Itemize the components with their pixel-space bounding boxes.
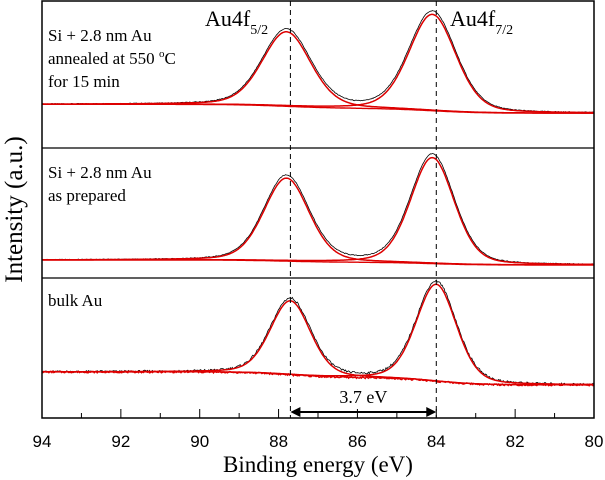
panel-label-line: bulk Au xyxy=(48,291,103,310)
arrow-head-left xyxy=(290,407,301,417)
peak-label-subscript: 5/2 xyxy=(250,23,268,38)
panel-1: Si + 2.8 nm Au annealed at 550 oC for 15 m… xyxy=(41,10,595,114)
peak-label: Au4f7/2 xyxy=(450,6,513,38)
panel-label-line: as prepared xyxy=(48,186,126,205)
fit-component-2-2 xyxy=(42,156,594,266)
degree-superscript: o xyxy=(159,48,165,60)
background-line-3 xyxy=(42,370,595,387)
fit-component-1-2 xyxy=(42,13,594,114)
y-axis-title: Intensity (a.u.) xyxy=(1,136,28,282)
peak-label: Au4f5/2 xyxy=(205,6,268,38)
unit: C xyxy=(164,49,175,68)
x-tick-label: 86 xyxy=(348,432,367,451)
x-tick-label: 90 xyxy=(190,432,209,451)
experimental-spectrum-3 xyxy=(41,279,595,386)
panel-2: Si + 2.8 nm Au as prepared xyxy=(41,153,595,266)
arrow-head-right xyxy=(426,407,437,417)
x-tick-label: 94 xyxy=(33,432,52,451)
peak-label-subscript: 7/2 xyxy=(495,23,513,38)
panel-3: bulk Au xyxy=(41,279,595,387)
x-tick-label: 84 xyxy=(427,432,446,451)
panel-label-line: for 15 min xyxy=(48,72,120,91)
x-tick-label: 92 xyxy=(111,432,130,451)
x-tick-label: 80 xyxy=(585,432,604,451)
panel-label-line: annealed at 550 oC xyxy=(48,48,176,68)
fit-component-3-2 xyxy=(42,283,594,386)
panel-label-line: Si + 2.8 nm Au xyxy=(48,163,152,182)
splitting-label: 3.7 eV xyxy=(339,387,387,407)
x-tick-label: 88 xyxy=(269,432,288,451)
x-axis-title: Binding energy (eV) xyxy=(223,452,413,477)
panel-label-line: Si + 2.8 nm Au xyxy=(48,26,152,45)
x-tick-label: 82 xyxy=(506,432,525,451)
